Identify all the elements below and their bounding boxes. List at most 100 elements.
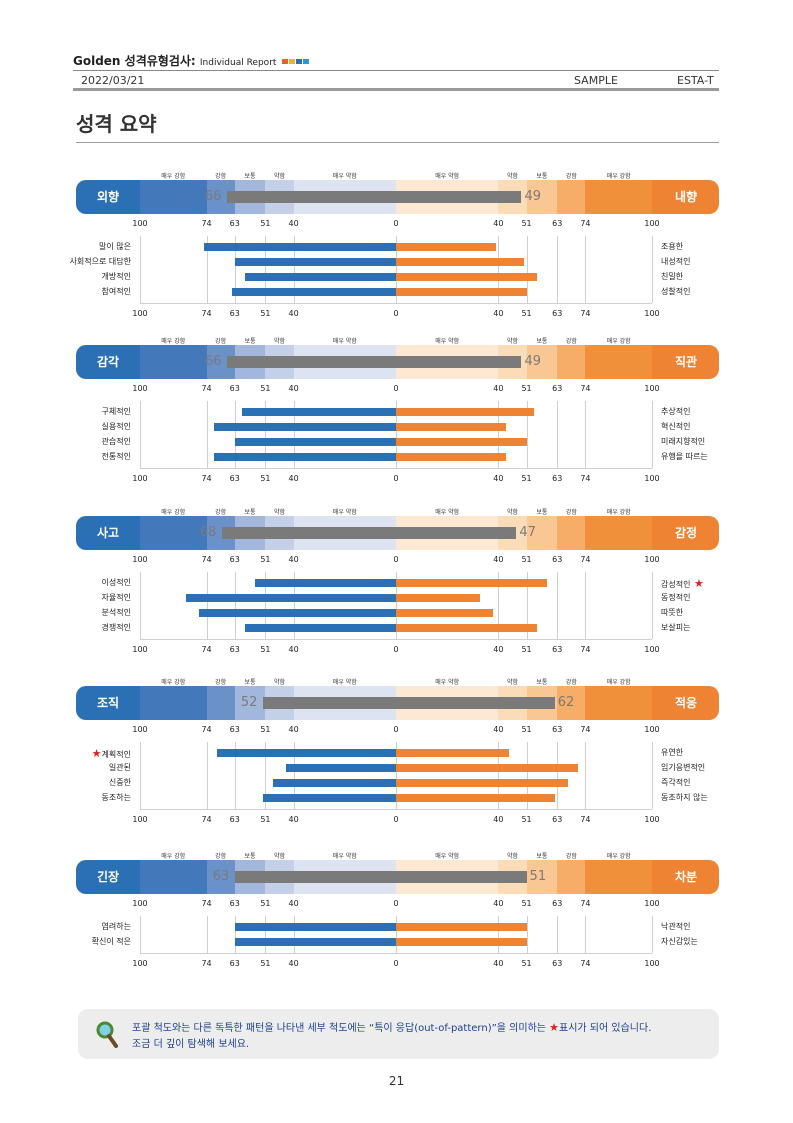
bottom-tick-right: 40: [493, 474, 504, 483]
gridline: [498, 236, 500, 303]
tick-left: 40: [288, 384, 299, 393]
tick-left: 63: [229, 899, 240, 908]
bottom-tick-left: 74: [201, 309, 212, 318]
band-segment-right: [585, 686, 652, 720]
tick-right: 100: [644, 219, 660, 228]
gridline: [140, 916, 141, 953]
facet-bar-left: [262, 794, 396, 802]
band-segment-right: [526, 345, 558, 379]
level-label-right: 보통: [536, 338, 548, 345]
facet-label-right: 임기응변적인: [661, 762, 741, 773]
bottom-tick-right: 100: [644, 309, 660, 318]
bottom-tick-right: 63: [552, 474, 563, 483]
tick-left: 40: [288, 899, 299, 908]
level-label-right: 매우 약함: [435, 853, 460, 860]
bottom-tick-left: 63: [229, 309, 240, 318]
bottom-tick-left: 51: [260, 959, 271, 968]
tick-left: 63: [229, 555, 240, 564]
band-right-cap: [652, 860, 719, 894]
gridline: [652, 236, 653, 303]
tick-right: 40: [493, 555, 504, 564]
bottom-tick-right: 100: [644, 959, 660, 968]
dimension-left-label: 조직: [97, 696, 120, 710]
gridline: [498, 401, 500, 468]
dimension-left-label: 사고: [97, 526, 120, 540]
level-label-left: 매우 약함: [332, 338, 357, 345]
facet-bar-left: [273, 779, 396, 787]
gridline: [265, 742, 267, 809]
facet-bar-right: [396, 609, 494, 617]
level-label-left: 매우 약함: [332, 679, 357, 686]
bottom-tick-left: 51: [260, 645, 271, 654]
tick-left: 100: [132, 219, 148, 228]
facet-label-left: 개방적인: [51, 271, 131, 282]
bottom-tick-left: 40: [288, 645, 299, 654]
facet-label-right-text: 동정적인: [661, 593, 691, 602]
level-label-right: 매우 강함: [606, 509, 631, 516]
dimension-left-label: 긴장: [97, 870, 120, 884]
bottom-tick-right: 63: [552, 815, 563, 824]
bottom-tick-right: 74: [580, 959, 591, 968]
star-icon: ★: [690, 577, 704, 590]
facet-label-left: 전통적인: [51, 451, 131, 462]
facet-label-left: ★계획적인: [51, 747, 131, 760]
score-left: 52: [240, 695, 258, 710]
note-line2: 조금 더 깊이 탐색해 보세요.: [132, 1039, 250, 1050]
facet-label-left-text: 관습적인: [101, 437, 131, 446]
band-segment-left: [140, 686, 207, 720]
score-right: 49: [524, 354, 541, 369]
band-left-cap: [76, 860, 140, 894]
level-label-left: 강함: [215, 173, 227, 180]
gridline: [652, 742, 653, 809]
gridline: [206, 916, 208, 953]
note-line1a: 포괄 척도와는 다른 독특한 패턴을 나타낸 세부 척도에는 “특이 응답(ou…: [132, 1023, 546, 1034]
header-rule-bottom: [73, 88, 719, 91]
bottom-tick-left: 40: [288, 474, 299, 483]
bottom-tick-left: 63: [229, 645, 240, 654]
facet-label-right-text: 혁신적인: [661, 422, 691, 431]
band-segment-right: [557, 345, 586, 379]
tick-right: 51: [521, 725, 532, 734]
facet-label-left: 말이 많은: [51, 241, 131, 252]
band-left-cap: [76, 345, 140, 379]
facet-bar-left: [285, 764, 396, 772]
facet-label-left-text: 전통적인: [101, 452, 131, 461]
facet-label-right-text: 유연한: [661, 748, 684, 757]
band-segment-right: [557, 180, 586, 214]
tick-left: 100: [132, 725, 148, 734]
level-label-right: 약함: [506, 173, 518, 180]
tick-left: 40: [288, 555, 299, 564]
level-label-left: 매우 약함: [332, 509, 357, 516]
bottom-tick-center: 0: [393, 959, 399, 968]
facet-label-left-text: 이성적인: [101, 578, 131, 587]
bottom-tick-left: 100: [132, 959, 148, 968]
report-subtitle: Individual Report: [199, 58, 277, 68]
band-right-cap: [652, 345, 719, 379]
gridline: [585, 916, 587, 953]
facet-bar-left: [214, 453, 396, 461]
facet-label-right: 조용한: [661, 241, 741, 252]
facet-label-right: 자신감있는: [661, 936, 741, 947]
score-bar: [227, 191, 522, 203]
tick-right: 100: [644, 899, 660, 908]
facet-bar-right: [396, 938, 527, 946]
band-right-cap: [652, 686, 719, 720]
bottom-tick-right: 74: [580, 815, 591, 824]
facet-label-left: 분석적인: [51, 607, 131, 618]
facet-bar-left: [198, 609, 396, 617]
facet-label-left-text: 사회적으로 대담한: [69, 257, 131, 266]
facet-label-right: 따뜻한: [661, 607, 741, 618]
bottom-tick-right: 51: [521, 474, 532, 483]
facet-label-left: 이성적인: [51, 577, 131, 588]
bottom-tick-left: 74: [201, 645, 212, 654]
gridline: [498, 742, 500, 809]
level-label-right: 매우 약함: [435, 509, 460, 516]
facet-label-left: 동조하는: [51, 792, 131, 803]
band-segment-right: [585, 860, 652, 894]
tick-right: 63: [552, 725, 563, 734]
gridline: [585, 401, 587, 468]
facet-label-right-text: 따뜻한: [661, 608, 684, 617]
band-segment-left: [206, 860, 235, 894]
level-label-left: 약함: [273, 338, 286, 345]
tick-left: 74: [201, 384, 212, 393]
